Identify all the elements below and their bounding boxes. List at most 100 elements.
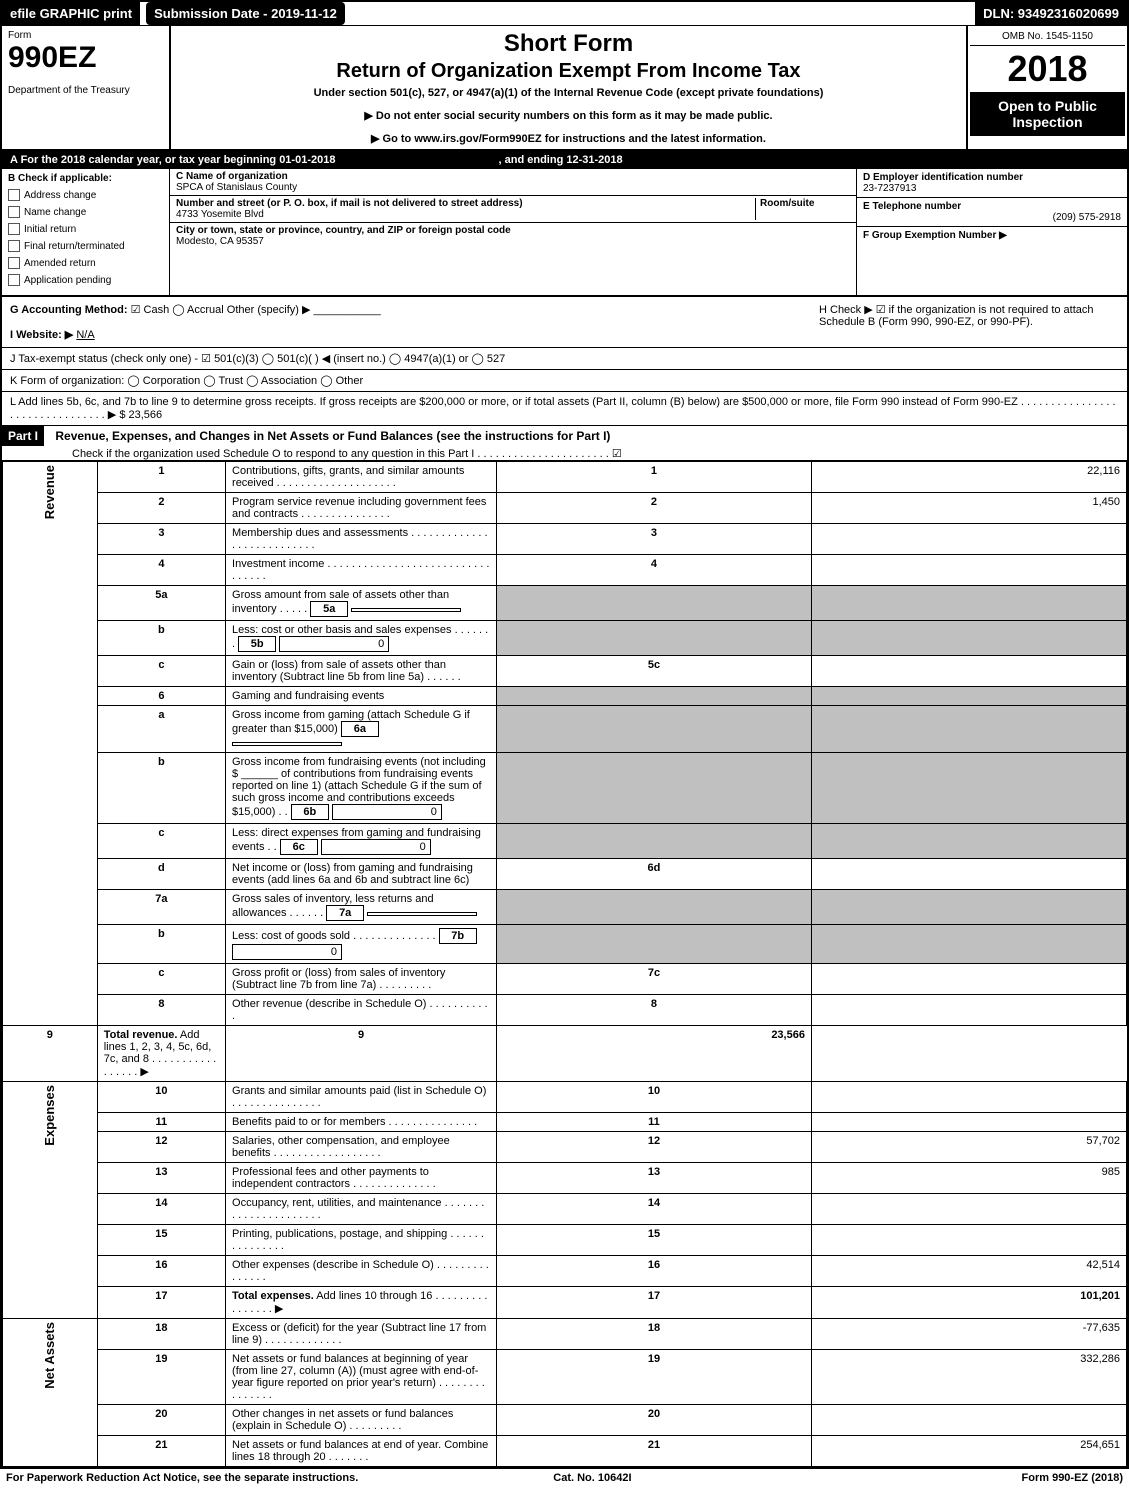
- line-key: 18: [496, 1319, 811, 1350]
- line-value: [811, 1225, 1126, 1256]
- f-label: F Group Exemption Number ▶: [863, 230, 1007, 241]
- form-number: 990EZ: [8, 41, 163, 75]
- line-value: [811, 859, 1126, 890]
- city-value: Modesto, CA 95357: [176, 236, 264, 247]
- line-num: 13: [97, 1163, 225, 1194]
- line-value: 42,514: [811, 1256, 1126, 1287]
- chk-final[interactable]: Final return/terminated: [8, 240, 163, 252]
- line-desc: Benefits paid to or for members . . . . …: [226, 1113, 497, 1132]
- line-key: 19: [496, 1350, 811, 1405]
- line-value: 332,286: [811, 1350, 1126, 1405]
- line-value: 23,566: [496, 1026, 811, 1082]
- line-desc: Investment income . . . . . . . . . . . …: [226, 555, 497, 586]
- line-key: 6d: [496, 859, 811, 890]
- chk-pending[interactable]: Application pending: [8, 274, 163, 286]
- header: Form 990EZ Department of the Treasury Sh…: [2, 26, 1127, 151]
- line-value: [811, 1082, 1126, 1113]
- line-value: [811, 706, 1126, 753]
- line-desc: Salaries, other compensation, and employ…: [226, 1132, 497, 1163]
- line-num: b: [97, 925, 225, 964]
- line-num: 2: [97, 493, 225, 524]
- line-desc: Program service revenue including govern…: [226, 493, 497, 524]
- line-key: 7c: [496, 964, 811, 995]
- b-heading: B Check if applicable:: [8, 173, 163, 184]
- line-num: 12: [97, 1132, 225, 1163]
- line-desc: Net assets or fund balances at end of ye…: [226, 1436, 497, 1467]
- side-label-na: Net Assets: [3, 1319, 98, 1467]
- line-key: 20: [496, 1405, 811, 1436]
- line-desc: Total revenue. Add lines 1, 2, 3, 4, 5c,…: [97, 1026, 225, 1082]
- chk-initial[interactable]: Initial return: [8, 223, 163, 235]
- line-value: [811, 555, 1126, 586]
- k-row: K Form of organization: ◯ Corporation ◯ …: [2, 370, 1127, 392]
- line-key: 10: [496, 1082, 811, 1113]
- line-desc: Gain or (loss) from sale of assets other…: [226, 656, 497, 687]
- dln-label: DLN: 93492316020699: [975, 2, 1127, 25]
- chk-name[interactable]: Name change: [8, 206, 163, 218]
- line-desc: Gross income from fundraising events (no…: [226, 753, 497, 824]
- line-key: 8: [496, 995, 811, 1026]
- line-value: -77,635: [811, 1319, 1126, 1350]
- line-num: 19: [97, 1350, 225, 1405]
- d-label: D Employer identification number: [863, 172, 1023, 183]
- line-num: 6: [97, 687, 225, 706]
- line-key: 12: [496, 1132, 811, 1163]
- line-num: c: [97, 656, 225, 687]
- part1-tag: Part I: [2, 426, 44, 446]
- line-key: [496, 586, 811, 621]
- line-key: [496, 687, 811, 706]
- line-desc: Gross sales of inventory, less returns a…: [226, 890, 497, 925]
- g-label: G Accounting Method:: [10, 304, 128, 316]
- line-num: b: [97, 621, 225, 656]
- line-value: [811, 656, 1126, 687]
- line-value: [811, 1113, 1126, 1132]
- chk-address[interactable]: Address change: [8, 189, 163, 201]
- line-key: 13: [496, 1163, 811, 1194]
- line-num: 20: [97, 1405, 225, 1436]
- period-end: , and ending 12-31-2018: [499, 154, 623, 166]
- e-row: E Telephone number (209) 575-2918: [857, 198, 1127, 227]
- line-num: 15: [97, 1225, 225, 1256]
- city-row: City or town, state or province, country…: [170, 223, 856, 249]
- line-value: 1,450: [811, 493, 1126, 524]
- footer-right: Form 990-EZ (2018): [1022, 1472, 1123, 1484]
- line-desc: Other expenses (describe in Schedule O) …: [226, 1256, 497, 1287]
- line-num: b: [97, 753, 225, 824]
- line-key: 21: [496, 1436, 811, 1467]
- line-desc: Printing, publications, postage, and shi…: [226, 1225, 497, 1256]
- line-value: [811, 890, 1126, 925]
- omb-number: OMB No. 1545-1150: [970, 28, 1125, 46]
- line-value: [811, 621, 1126, 656]
- line-num: 9: [3, 1026, 98, 1082]
- line-key: 16: [496, 1256, 811, 1287]
- side-label-rev: Revenue: [3, 462, 98, 1026]
- f-row: F Group Exemption Number ▶: [857, 227, 1127, 244]
- part1-title: Revenue, Expenses, and Changes in Net As…: [47, 429, 610, 443]
- line-key: 3: [496, 524, 811, 555]
- line-key: [496, 890, 811, 925]
- line-value: [811, 524, 1126, 555]
- i-value: N/A: [76, 329, 94, 341]
- top-bar: efile GRAPHIC print Submission Date - 20…: [2, 2, 1127, 26]
- line-desc: Less: cost or other basis and sales expe…: [226, 621, 497, 656]
- j-row: J Tax-exempt status (check only one) - ☑…: [2, 348, 1127, 370]
- form-container: efile GRAPHIC print Submission Date - 20…: [0, 0, 1129, 1469]
- info-grid: B Check if applicable: Address change Na…: [2, 169, 1127, 297]
- line-key: 2: [496, 493, 811, 524]
- chk-amended[interactable]: Amended return: [8, 257, 163, 269]
- line-value: [811, 1405, 1126, 1436]
- submission-date: Submission Date - 2019-11-12: [146, 2, 345, 25]
- check-col: B Check if applicable: Address change Na…: [2, 169, 170, 295]
- subtitle: Under section 501(c), 527, or 4947(a)(1)…: [175, 87, 962, 99]
- pub-warning: ▶ Do not enter social security numbers o…: [175, 109, 962, 122]
- line-num: c: [97, 964, 225, 995]
- line-value: [811, 1194, 1126, 1225]
- line-value: 985: [811, 1163, 1126, 1194]
- line-desc: Contributions, gifts, grants, and simila…: [226, 462, 497, 493]
- line-num: 10: [97, 1082, 225, 1113]
- line-desc: Less: cost of goods sold . . . . . . . .…: [226, 925, 497, 964]
- line-desc: Other revenue (describe in Schedule O) .…: [226, 995, 497, 1026]
- l-row: L Add lines 5b, 6c, and 7b to line 9 to …: [2, 392, 1127, 426]
- side-label-exp: Expenses: [3, 1082, 98, 1319]
- street-row: Number and street (or P. O. box, if mail…: [170, 196, 856, 223]
